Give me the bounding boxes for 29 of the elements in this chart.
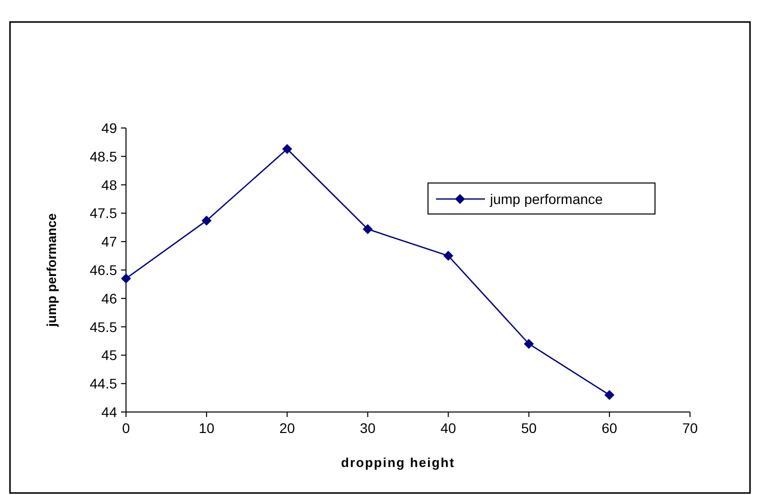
y-tick-label: 48.5 — [90, 148, 118, 164]
point — [443, 250, 454, 261]
y-tick-label: 44.5 — [90, 376, 118, 392]
x-tick-label: 70 — [682, 420, 698, 436]
y-tick-label: 44 — [101, 404, 118, 420]
x-tick-label: 30 — [360, 420, 376, 436]
y-tick-label: 47.5 — [90, 205, 118, 222]
x-tick-label: 40 — [440, 420, 456, 436]
y-tick-label: 45 — [101, 347, 118, 364]
y-tick-label: 48 — [101, 176, 118, 193]
x-tick-label: 60 — [602, 420, 618, 436]
point — [282, 144, 292, 154]
point — [604, 390, 614, 400]
y-tick-label: 46 — [101, 290, 118, 306]
x-tick-label: 10 — [198, 420, 215, 436]
y-tick-label: 47 — [101, 234, 118, 250]
x-tick-label: 0 — [122, 420, 130, 436]
legend-label: jump performance — [489, 191, 604, 207]
x-tick-label: 50 — [521, 420, 537, 436]
y-axis-title: jump performance — [44, 213, 59, 328]
x-axis-title: dropping height — [341, 455, 455, 470]
y-tick-label: 49 — [101, 120, 118, 136]
y-tick-label: 45.5 — [90, 318, 118, 335]
point — [524, 338, 534, 349]
point — [362, 224, 373, 234]
x-tick-label: 20 — [279, 420, 296, 436]
point — [202, 216, 212, 226]
y-tick-label: 46.5 — [90, 262, 118, 278]
point — [121, 274, 131, 284]
